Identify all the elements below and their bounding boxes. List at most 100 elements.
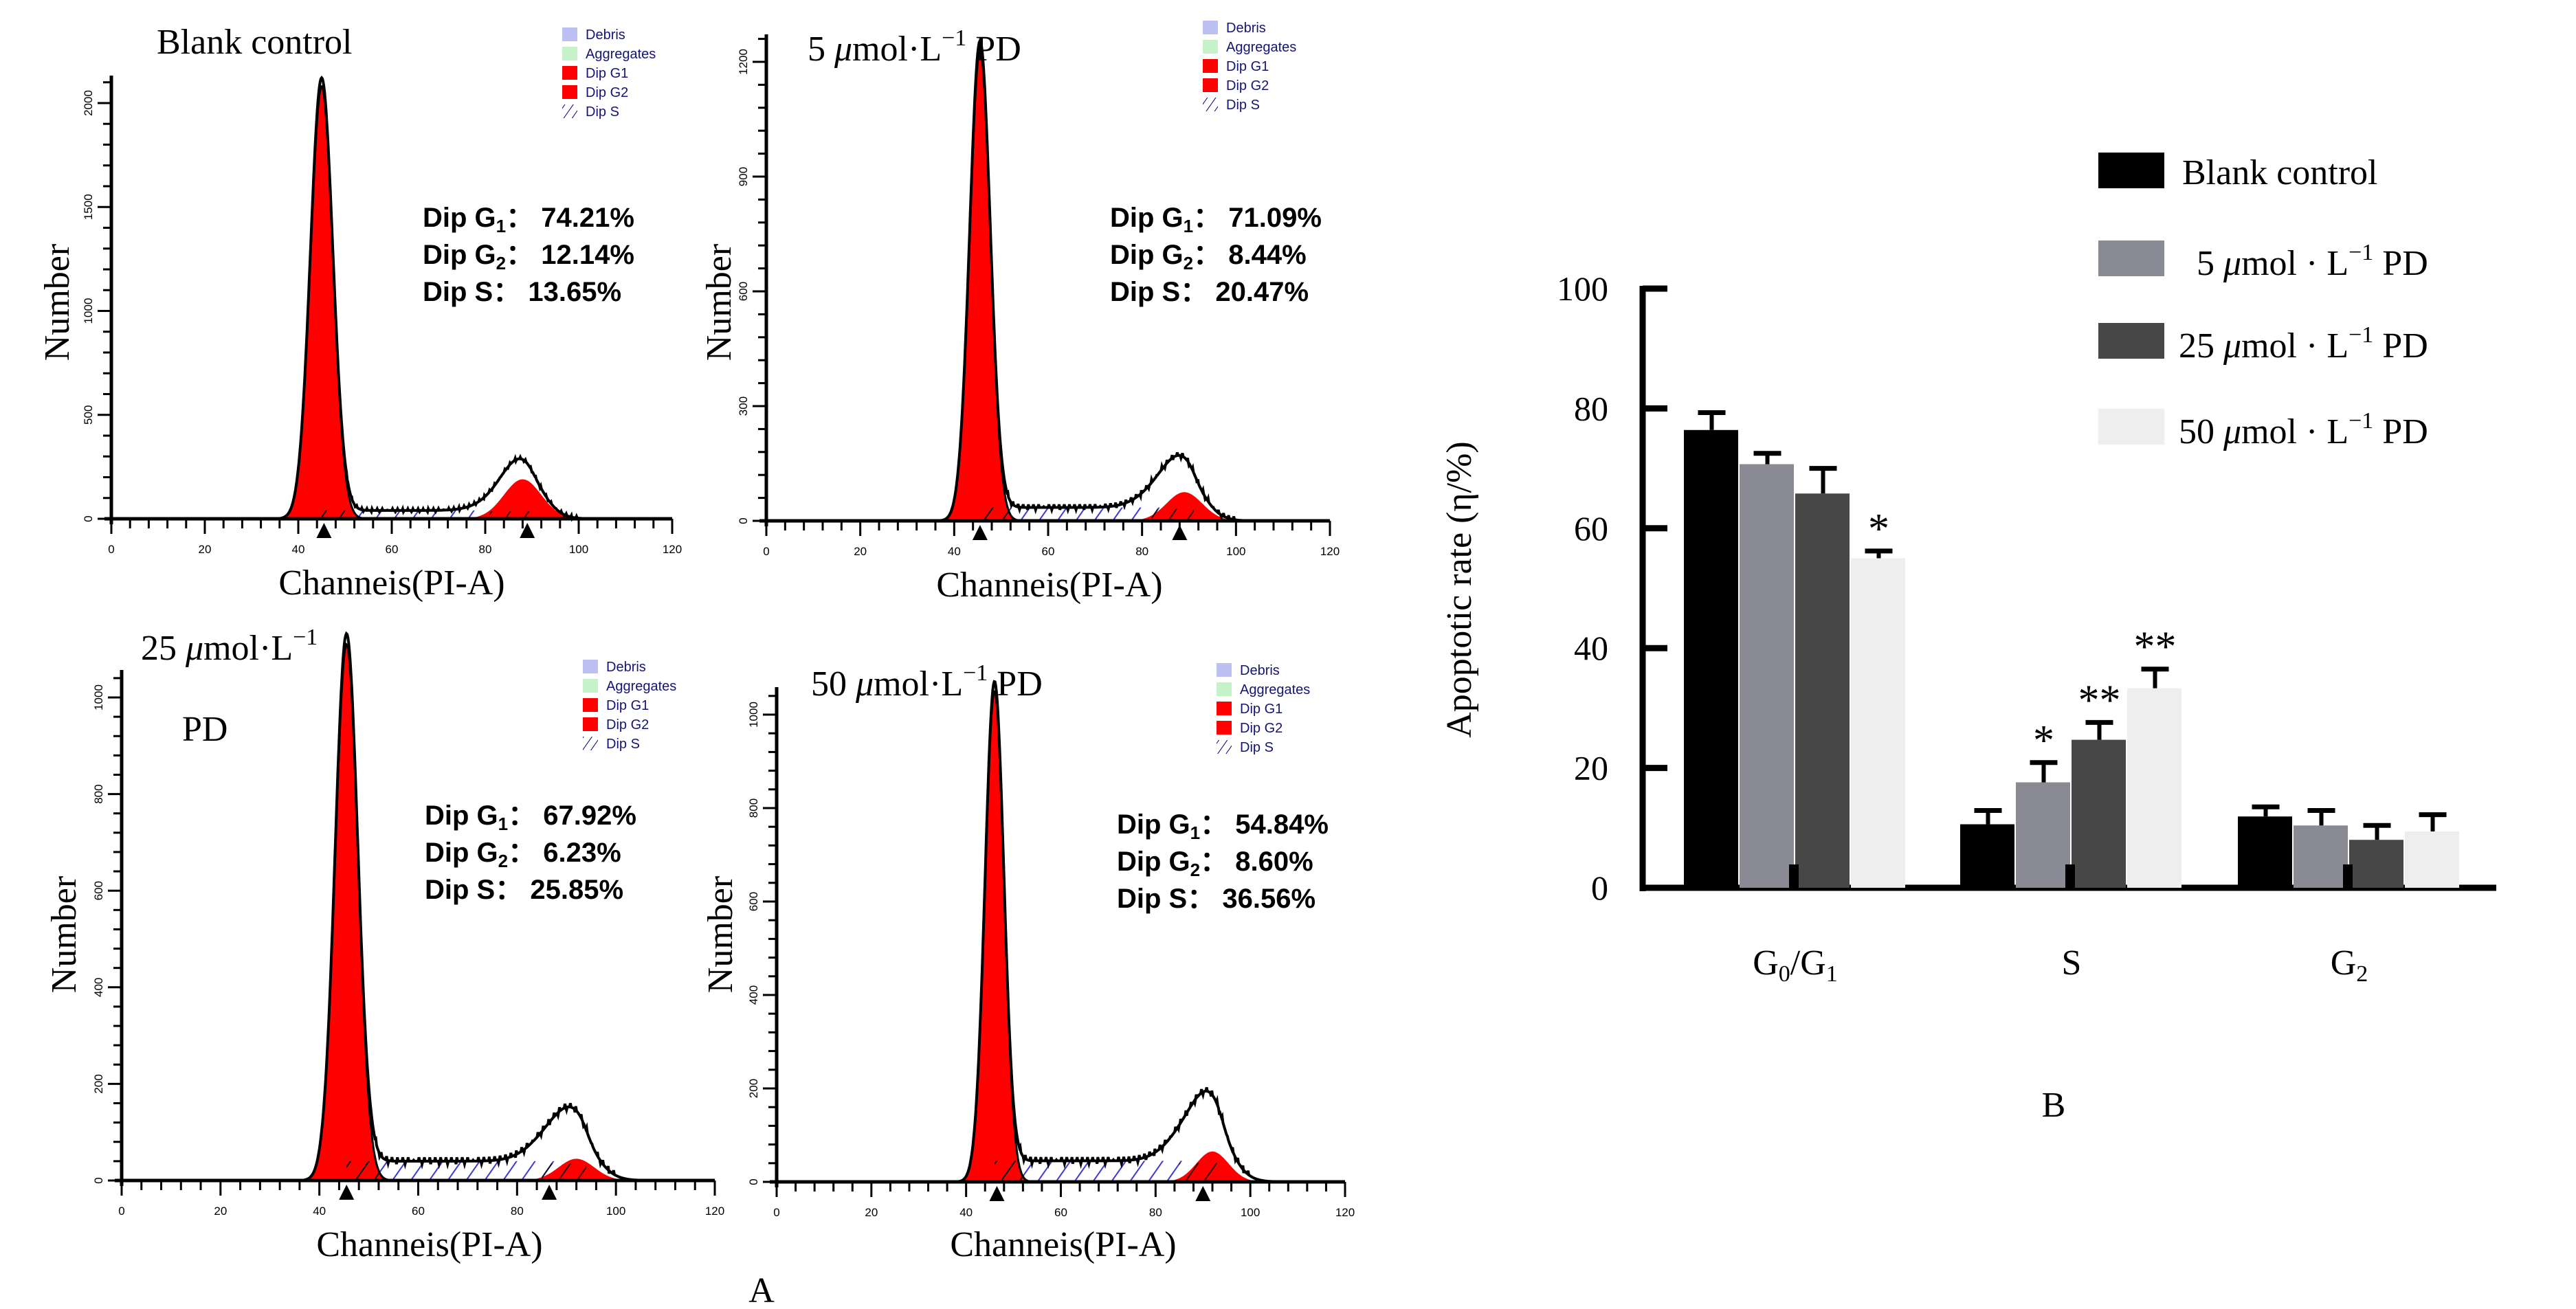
legend-label: Dip G2 <box>606 717 649 732</box>
phase-percentage: Dip G2： 8.60% <box>1117 847 1313 880</box>
legend-swatch <box>1203 21 1218 34</box>
peak-marker-triangle <box>989 1186 1005 1201</box>
x-tick-label: 0 <box>118 1205 124 1218</box>
title-mu: μ <box>855 664 874 704</box>
x-tick-label: 120 <box>663 543 682 556</box>
phase-name: Dip G <box>423 203 496 233</box>
legend-mu: μ <box>2223 412 2241 451</box>
y-tick-label: 200 <box>92 1074 105 1093</box>
phase-percentage: Dip S： 25.85% <box>425 875 623 905</box>
x-tick-label: 80 <box>511 1205 524 1218</box>
phase-separator: ： <box>1180 277 1215 307</box>
phase-name: Dip G <box>1110 240 1184 270</box>
legend-label: Dip S <box>1240 740 1274 755</box>
legend-superscript: −1 <box>2349 408 2373 434</box>
legend-swatch <box>1217 702 1232 715</box>
x-tick-label: 0 <box>773 1206 779 1219</box>
peak-marker-triangle <box>316 523 332 538</box>
phase-separator: ： <box>1200 809 1235 840</box>
title-superscript: −1 <box>963 660 988 686</box>
legend-swatch <box>2098 153 2164 188</box>
histogram-legend: Debris Aggregates Dip G1 Dip G2 Dip S <box>1203 21 1296 113</box>
x-tick <box>1789 864 1799 888</box>
x-axis-label: Channeis(PI-A) <box>950 1225 1176 1264</box>
legend-swatch <box>1203 78 1218 92</box>
x-category-label: G0/G1 <box>1753 943 1838 987</box>
phase-separator: ： <box>508 801 543 831</box>
legend-swatch <box>562 27 577 41</box>
bar <box>2405 831 2459 888</box>
y-tick-label: 1000 <box>92 684 105 711</box>
bar <box>1684 429 1738 888</box>
legend-label: Debris <box>586 27 625 43</box>
phase-value: 71.09% <box>1228 203 1322 233</box>
x-tick-label: 40 <box>292 543 305 556</box>
phase-percentage: Dip G2： 8.44% <box>1110 240 1307 273</box>
histogram-envelope-line <box>294 631 666 1182</box>
category-main: S <box>2062 943 2082 983</box>
x-tick-label: 0 <box>763 545 769 558</box>
legend-swatch <box>2098 408 2165 445</box>
title-mu: μ <box>834 30 852 69</box>
y-tick-label: 80 <box>1574 389 1608 427</box>
histogram-legend: Debris Aggregates Dip G1 Dip G2 Dip S <box>562 27 656 120</box>
legend-number: 25 <box>2179 326 2223 366</box>
legend-swatch-hatch <box>583 737 598 750</box>
x-tick <box>2065 864 2075 888</box>
phase-percentage: Dip S： 20.47% <box>1110 277 1309 307</box>
phase-value: 12.14% <box>541 240 634 270</box>
bar <box>2294 825 2348 888</box>
legend-mu: μ <box>2223 326 2241 366</box>
legend-label: Debris <box>1240 663 1280 678</box>
x-category-label: G2 <box>2331 943 2368 987</box>
title-number: 5 <box>808 30 834 69</box>
phase-name: Dip G <box>423 240 496 270</box>
peak-marker-triangle <box>542 1185 557 1200</box>
legend-suffix: PD <box>2373 326 2428 366</box>
legend-label: Debris <box>606 660 646 675</box>
legend-swatch <box>2098 240 2164 276</box>
s-phase-overlap-g2 <box>1151 508 1194 521</box>
title-unit: mol·L <box>874 664 963 704</box>
x-tick-label: 60 <box>412 1205 425 1218</box>
legend-swatch <box>583 679 598 693</box>
phase-value: 36.56% <box>1222 884 1315 914</box>
s-phase-overlap-g1 <box>979 507 1023 521</box>
phase-value: 54.84% <box>1235 809 1329 840</box>
title-superscript: −1 <box>942 25 966 51</box>
title-unit: mol·L <box>852 30 942 69</box>
phase-value: 74.21% <box>541 203 634 233</box>
legend-label: Dip G2 <box>1240 721 1283 736</box>
y-tick-label: 0 <box>747 1178 760 1185</box>
legend-label: 25 μmol · L−1 PD <box>2179 322 2428 366</box>
peak-marker-triangle <box>520 523 535 538</box>
histogram-legend: Debris Aggregates Dip G1 Dip G2 Dip S <box>1217 663 1310 755</box>
bar <box>1740 464 1794 888</box>
x-tick-label: 20 <box>854 545 867 558</box>
phase-value: 6.23% <box>543 838 621 868</box>
x-tick <box>2343 864 2353 888</box>
category-rest: /G <box>1790 943 1826 983</box>
phase-subscript: 2 <box>498 851 508 871</box>
x-tick-label: 100 <box>1241 1206 1260 1219</box>
category-subscript: 1 <box>1826 961 1838 987</box>
phase-percentage: Dip G1： 67.92% <box>425 801 636 834</box>
phase-percentage: Dip G1： 74.21% <box>423 203 634 236</box>
category-subscript: 2 <box>2356 961 2368 987</box>
phase-separator: ： <box>1193 203 1228 233</box>
phase-name: Dip G <box>1117 847 1190 877</box>
legend-swatch <box>1217 682 1232 696</box>
phase-percentage: Dip S： 13.65% <box>423 277 621 307</box>
y-tick-label: 0 <box>737 517 750 524</box>
panel-a-label: A <box>748 1271 775 1309</box>
y-axis-label: Apoptotic rate (η/%) <box>1440 441 1479 738</box>
significance-marker: ** <box>2078 677 2121 724</box>
legend-swatch <box>1203 59 1218 73</box>
panel-title: 5 μmol·L−1 PD <box>808 25 1021 69</box>
phase-value: 67.92% <box>543 801 636 831</box>
histogram-panel-5um: 0 20 40 60 80 100 12003006009001200Channeis(PI… <box>700 21 1340 605</box>
category-subscript: 0 <box>1779 961 1790 987</box>
phase-value: 8.44% <box>1228 240 1306 270</box>
legend-label: Dip G2 <box>586 85 628 100</box>
category-main: G <box>1753 943 1779 983</box>
